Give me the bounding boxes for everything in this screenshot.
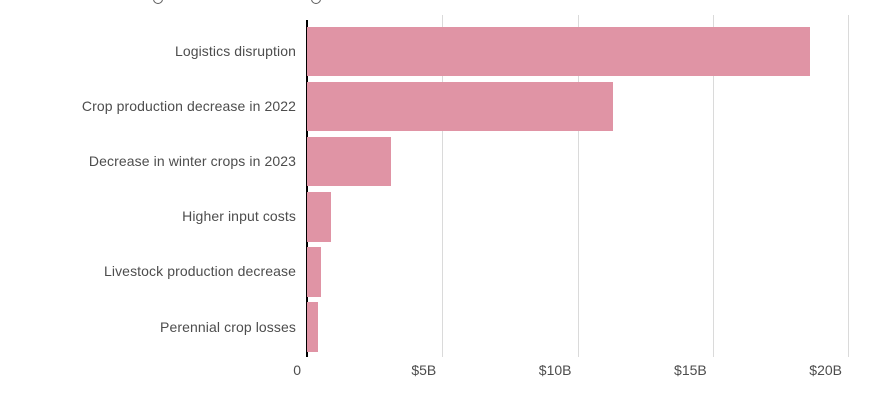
x-tick-label-15B: $15B [674, 362, 707, 378]
bar-decrease-in-winter-crops-in-2023[interactable] [307, 136, 391, 187]
bar-higher-input-costs[interactable] [307, 192, 332, 242]
y-axis-line [306, 20, 308, 357]
category-label: Crop production decrease in 2022 [81, 98, 296, 115]
gridline-20B [848, 15, 849, 357]
x-tick-label-0: 0 [293, 362, 301, 378]
bar-row [0, 244, 880, 299]
category-label: Higher input costs [182, 208, 296, 225]
bar-row [0, 189, 880, 244]
category-label: Perennial crop losses [160, 318, 296, 335]
clipped-title-descender [153, 0, 163, 4]
gridline-10B [577, 15, 579, 357]
bar-crop-production-decrease-in-2022[interactable] [307, 81, 613, 132]
gridline-5B [442, 15, 444, 357]
category-label: Livestock production decrease [103, 263, 296, 280]
bar-perennial-crop-losses[interactable] [307, 302, 318, 352]
clipped-title-descender [311, 0, 321, 4]
category-label: Logistics disruption [174, 43, 296, 59]
bar-row [0, 300, 880, 355]
bar-logistics-disruption[interactable] [307, 26, 811, 77]
bar-row [0, 134, 880, 189]
bar-row [0, 79, 880, 134]
x-tick-label-5B: $5B [411, 362, 437, 378]
x-tick-label-20B: $20B [809, 362, 842, 378]
gridline-15B [712, 15, 714, 357]
bar-row [0, 24, 880, 79]
x-tick-label-10B: $10B [538, 362, 572, 378]
bar-livestock-production-decrease[interactable] [307, 247, 321, 297]
category-label: Decrease in winter crops in 2023 [88, 153, 296, 170]
